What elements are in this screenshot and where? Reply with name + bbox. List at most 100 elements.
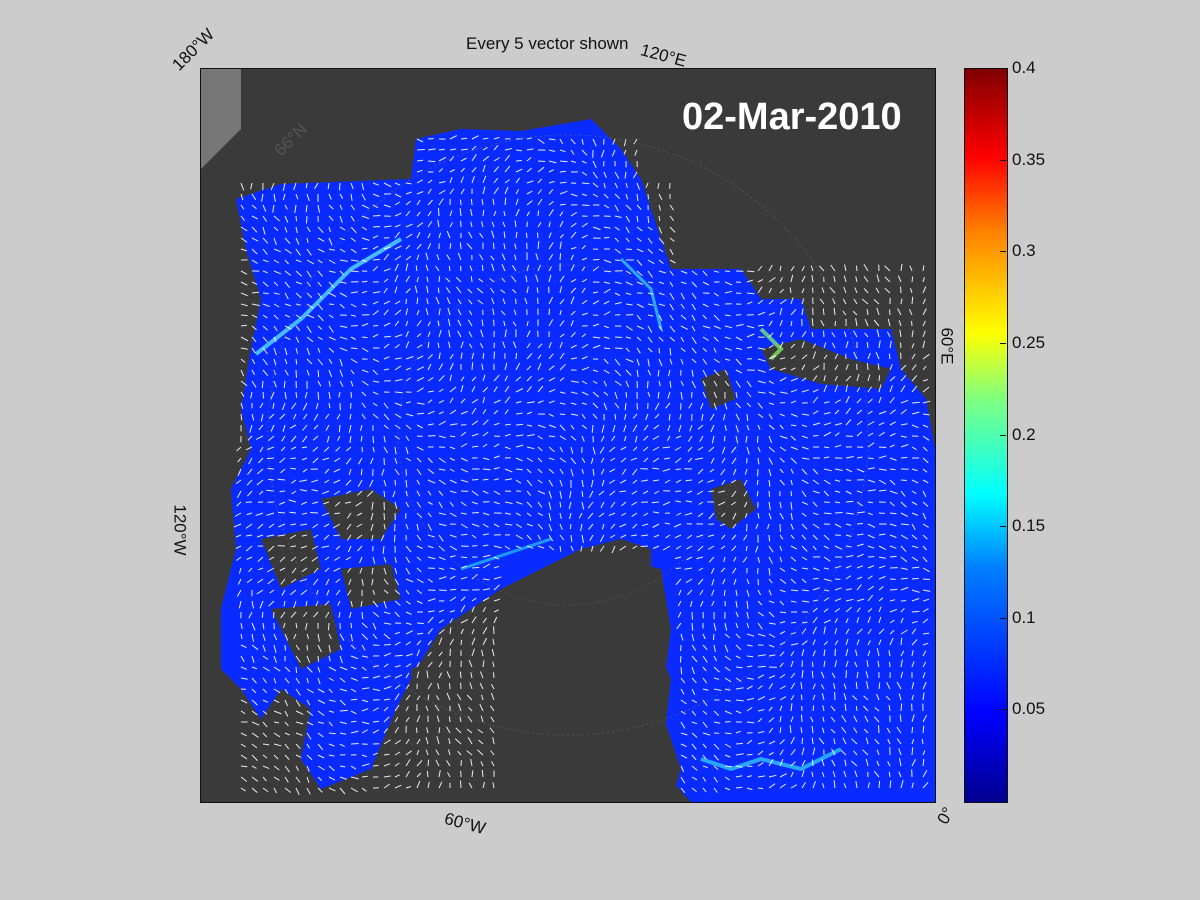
drift-vector [823, 589, 830, 592]
drift-vector [590, 457, 594, 464]
drift-vector [460, 157, 467, 162]
drift-vector [691, 721, 698, 725]
drift-vector [889, 629, 895, 635]
drift-vector [416, 199, 421, 206]
drift-vector [581, 287, 586, 294]
drift-vector [878, 455, 887, 459]
drift-vector [503, 231, 506, 239]
drift-vector [526, 490, 532, 497]
drift-vector [889, 421, 897, 426]
drift-vector [293, 633, 297, 640]
drift-vector [361, 754, 368, 758]
drift-vector [823, 649, 826, 657]
drift-vector [768, 344, 774, 349]
drift-vector [911, 276, 914, 283]
drift-vector [768, 435, 773, 443]
drift-vector [290, 545, 297, 548]
drift-vector [821, 759, 825, 767]
drift-vector [856, 523, 863, 525]
drift-vector [746, 685, 753, 690]
drift-vector [289, 534, 297, 540]
drift-vector [746, 739, 753, 745]
drift-vector [658, 193, 663, 201]
drift-vector [262, 215, 268, 222]
drift-vector [240, 193, 244, 201]
drift-vector [425, 252, 429, 261]
drift-vector [438, 501, 443, 509]
drift-vector [323, 534, 330, 540]
drift-vector [676, 622, 682, 630]
drift-vector [295, 699, 301, 707]
drift-vector [295, 743, 301, 750]
drift-vector [845, 419, 852, 426]
drift-vector [262, 622, 265, 630]
drift-vector [339, 182, 341, 191]
drift-vector [240, 204, 245, 210]
drift-vector [372, 633, 378, 640]
drift-vector [394, 201, 401, 206]
drift-vector [372, 265, 379, 272]
drift-vector [240, 391, 245, 397]
drift-vector [779, 727, 782, 734]
drift-vector [702, 314, 707, 320]
drift-vector [768, 783, 776, 789]
drift-vector [668, 413, 671, 421]
colorbar-tick-mark [1000, 434, 1006, 436]
drift-vector [290, 578, 297, 583]
drift-vector [570, 424, 575, 430]
drift-vector [257, 578, 264, 584]
drift-vector [360, 600, 363, 607]
drift-vector [449, 479, 457, 484]
drift-vector [427, 179, 433, 184]
drift-vector [878, 586, 884, 591]
drift-vector [548, 209, 554, 217]
drift-vector [416, 276, 419, 283]
drift-vector [768, 468, 772, 477]
drift-vector [306, 787, 311, 795]
drift-vector [922, 632, 930, 635]
drift-vector [873, 319, 880, 327]
drift-vector [823, 479, 831, 485]
drift-vector [471, 376, 477, 382]
drift-vector [436, 736, 440, 745]
drift-vector [652, 467, 660, 470]
drift-vector [900, 364, 907, 371]
drift-vector [598, 490, 605, 496]
drift-vector [768, 752, 774, 756]
drift-vector [349, 435, 352, 444]
drift-vector [284, 281, 291, 289]
drift-vector [746, 765, 753, 767]
drift-vector [922, 490, 927, 498]
drift-vector [339, 743, 345, 748]
drift-vector [449, 423, 458, 426]
drift-vector [361, 729, 368, 734]
drift-vector [437, 320, 440, 327]
drift-vector [339, 369, 344, 377]
drift-vector [427, 457, 433, 464]
drift-vector [818, 265, 825, 272]
drift-vector [438, 374, 445, 382]
drift-vector [405, 672, 410, 679]
drift-vector [416, 169, 423, 173]
drift-vector [438, 781, 443, 789]
drift-vector [548, 242, 554, 250]
drift-vector [535, 253, 539, 261]
drift-vector [438, 156, 447, 162]
drift-vector [873, 716, 880, 723]
drift-vector [501, 253, 506, 261]
drift-vector [438, 479, 446, 485]
drift-vector [383, 446, 388, 454]
drift-vector [856, 409, 863, 415]
drift-vector [735, 336, 743, 341]
drift-vector [460, 431, 467, 437]
drift-vector [258, 457, 264, 464]
drift-vector [405, 490, 408, 497]
drift-vector [625, 281, 633, 286]
drift-vector [369, 479, 374, 488]
drift-vector [262, 336, 268, 343]
drift-vector [834, 587, 842, 591]
drift-vector [911, 782, 914, 789]
drift-vector [811, 771, 814, 778]
drift-vector [459, 208, 462, 217]
drift-vector [350, 644, 356, 650]
